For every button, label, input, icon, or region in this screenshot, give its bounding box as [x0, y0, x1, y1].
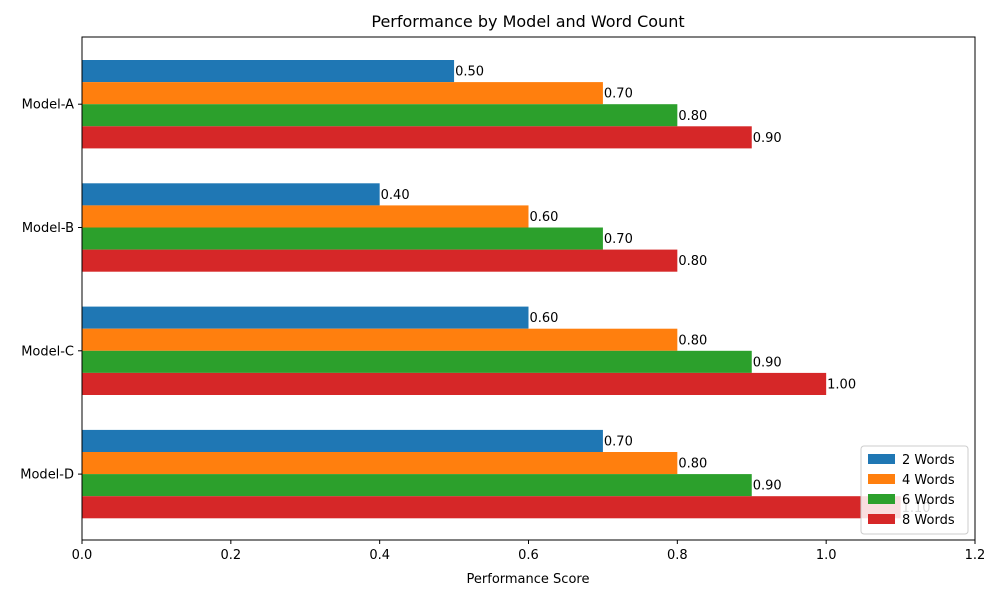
data-label: 0.80 [678, 333, 707, 348]
data-label: 1.00 [827, 377, 856, 392]
x-tick-label: 1.0 [816, 548, 837, 563]
x-tick-label: 0.2 [220, 548, 241, 563]
data-labels-layer: 0.50 0.70 0.80 0.90 0.40 0.60 0.70 0.80 0.60 0.80… [381, 65, 931, 516]
bar-model-c-6-words [82, 350, 752, 373]
y-axis-ticks: Model-A Model-B Model-C Model-D [20, 98, 82, 483]
bar-model-d-8-words [82, 496, 901, 519]
bar-model-b-6-words [82, 227, 603, 250]
bar-model-b-2-words [82, 183, 380, 206]
legend-box [860, 445, 969, 535]
data-label: 0.60 [530, 311, 559, 326]
bar-model-d-2-words [82, 429, 603, 452]
bar-model-c-4-words [82, 328, 678, 351]
y-tick-label: Model-D [20, 468, 74, 483]
data-label: 0.60 [530, 210, 559, 225]
bar-model-a-8-words [82, 126, 752, 149]
bar-model-a-2-words [82, 60, 455, 83]
bar-model-d-4-words [82, 452, 678, 475]
x-tick-label: 0.8 [667, 548, 688, 563]
x-tick-label: 0.0 [72, 548, 93, 563]
y-tick-label: Model-C [21, 344, 74, 359]
bar-model-b-4-words [82, 205, 529, 228]
data-label: 0.70 [604, 232, 633, 247]
y-tick-label: Model-A [22, 98, 74, 113]
bar-model-d-6-words [82, 474, 752, 497]
data-label: 0.80 [678, 254, 707, 269]
bar-model-a-6-words [82, 104, 678, 127]
x-axis-label: Performance Score [467, 572, 590, 587]
chart-title: Performance by Model and Word Count [371, 12, 684, 31]
data-label: 0.90 [753, 355, 782, 370]
data-label: 0.80 [678, 457, 707, 472]
legend-swatch [868, 494, 895, 504]
bars-layer [82, 60, 901, 519]
x-tick-label: 0.6 [518, 548, 539, 563]
legend-swatch [868, 474, 895, 484]
legend-label: 8 Words [902, 513, 955, 528]
legend-label: 2 Words [902, 453, 955, 468]
legend-swatch [868, 454, 895, 464]
legend-label: 4 Words [902, 473, 955, 488]
x-tick-label: 1.2 [965, 548, 986, 563]
legend-label: 6 Words [902, 493, 955, 508]
data-label: 0.70 [604, 434, 633, 449]
data-label: 0.90 [753, 479, 782, 494]
bar-model-a-4-words [82, 82, 603, 105]
bar-model-c-8-words [82, 372, 827, 395]
data-label: 0.50 [455, 65, 484, 80]
data-label: 0.70 [604, 87, 633, 102]
legend: 2 Words 4 Words 6 Words 8 Words [860, 445, 969, 535]
data-label: 0.90 [753, 131, 782, 146]
x-tick-label: 0.4 [369, 548, 390, 563]
bar-model-c-2-words [82, 306, 529, 329]
legend-swatch [868, 514, 895, 524]
data-label: 0.80 [678, 109, 707, 124]
data-label: 0.40 [381, 188, 410, 203]
y-tick-label: Model-B [22, 221, 74, 236]
x-axis-ticks: 0.0 0.2 0.4 0.6 0.8 1.0 1.2 [72, 540, 986, 563]
bar-model-b-8-words [82, 249, 678, 272]
